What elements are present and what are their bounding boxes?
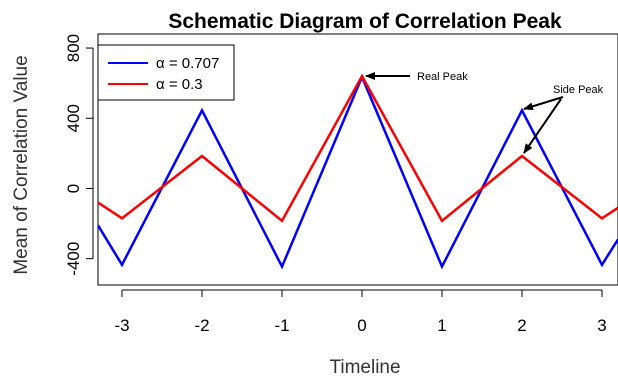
series-layer [98, 73, 618, 270]
x-tick-label: -3 [114, 316, 129, 335]
annotations: Real Peak Side Peak [365, 71, 604, 154]
y-axis: -400 0 400 800 [64, 34, 94, 276]
legend-label-alpha-0707: α = 0.707 [156, 55, 219, 72]
legend-label-alpha-03: α = 0.3 [156, 76, 203, 93]
legend: α = 0.707 α = 0.3 [97, 44, 235, 101]
legend-box [97, 44, 235, 101]
x-tick-label: 1 [437, 316, 446, 335]
plot-frame [97, 33, 618, 286]
x-axis-label: Timeline [329, 357, 400, 378]
y-tick-label: 800 [64, 34, 83, 62]
x-axis: -3 -2 -1 0 1 2 3 [114, 289, 607, 335]
y-tick-label: 400 [64, 104, 83, 132]
x-tick-label: 0 [357, 316, 366, 335]
side-peak-arrow-red [523, 98, 562, 154]
side-peak-label: Side Peak [553, 84, 604, 96]
side-peak-arrow-blue [523, 96, 564, 111]
series-line-1 [98, 73, 618, 223]
x-tick-label: 3 [597, 316, 606, 335]
chart-title: Schematic Diagram of Correlation Peak [168, 10, 562, 33]
y-tick-label: -400 [64, 242, 83, 276]
y-axis-label: Mean of Correlation Value [11, 55, 32, 274]
y-tick-label: 0 [64, 184, 83, 193]
real-peak-label: Real Peak [417, 71, 468, 83]
series-line-0 [98, 73, 618, 270]
x-tick-label: -2 [194, 316, 209, 335]
x-tick-label: -1 [274, 316, 289, 335]
x-tick-label: 2 [517, 316, 526, 335]
